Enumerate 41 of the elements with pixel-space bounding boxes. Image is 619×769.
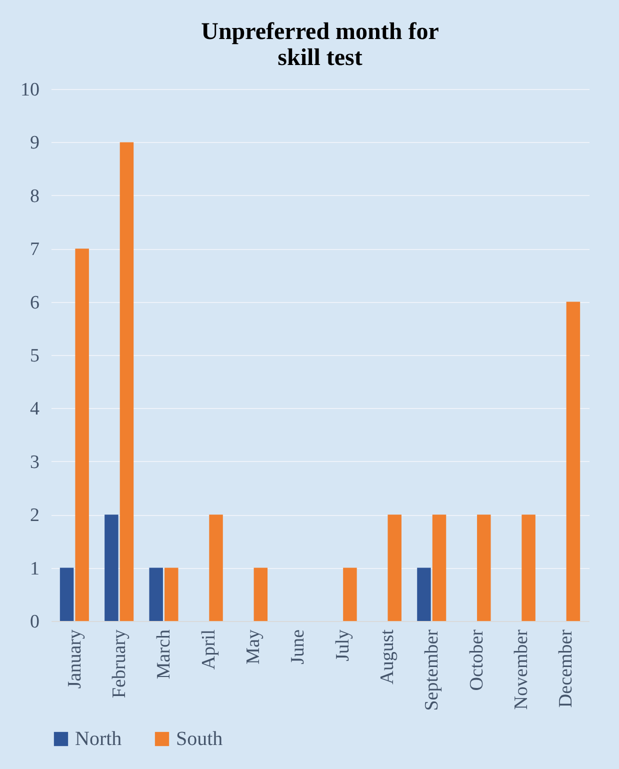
x-tick-label: January: [64, 629, 86, 689]
bar: [522, 514, 536, 621]
y-tick-label: 10: [20, 80, 40, 100]
x-tick-label: March: [154, 629, 175, 680]
y-tick-label: 5: [30, 346, 40, 366]
x-tick-label: October: [466, 628, 488, 691]
x-tick-label: April: [198, 630, 220, 670]
x-tick-label: February: [109, 629, 130, 698]
y-tick-label: 6: [30, 292, 40, 314]
bar: [60, 568, 74, 621]
x-tick-label: May: [243, 629, 264, 664]
x-tick-label: December: [556, 628, 577, 708]
bar: [343, 568, 357, 621]
y-tick-label: 2: [30, 505, 40, 526]
bar: [254, 568, 268, 621]
bar: [388, 514, 402, 621]
y-tick-label: 9: [30, 132, 40, 154]
y-tick-label: 4: [30, 398, 40, 420]
bar: [164, 568, 178, 621]
bar: [417, 568, 431, 621]
chart-title: Unpreferred month for skill test: [201, 19, 440, 71]
x-tick-label: June: [288, 630, 309, 664]
bar: [104, 514, 118, 621]
bar: [75, 248, 89, 621]
bar: [209, 514, 223, 621]
bar: [566, 302, 580, 621]
x-tick-label: July: [332, 629, 354, 662]
y-tick-label: 7: [30, 239, 40, 260]
x-tick-label: August: [376, 628, 398, 684]
x-tick-label: September: [422, 628, 443, 711]
bar: [149, 568, 163, 621]
y-tick-label: 0: [30, 612, 40, 632]
y-tick-label: 1: [30, 558, 40, 580]
y-tick-label: 3: [30, 452, 40, 473]
y-tick-label: 8: [30, 186, 40, 207]
bar: [477, 514, 491, 621]
bar: [432, 514, 446, 621]
legend-label: North: [75, 728, 122, 750]
legend-label: South: [176, 728, 223, 750]
bar: [120, 142, 134, 621]
x-tick-label: November: [510, 628, 532, 710]
